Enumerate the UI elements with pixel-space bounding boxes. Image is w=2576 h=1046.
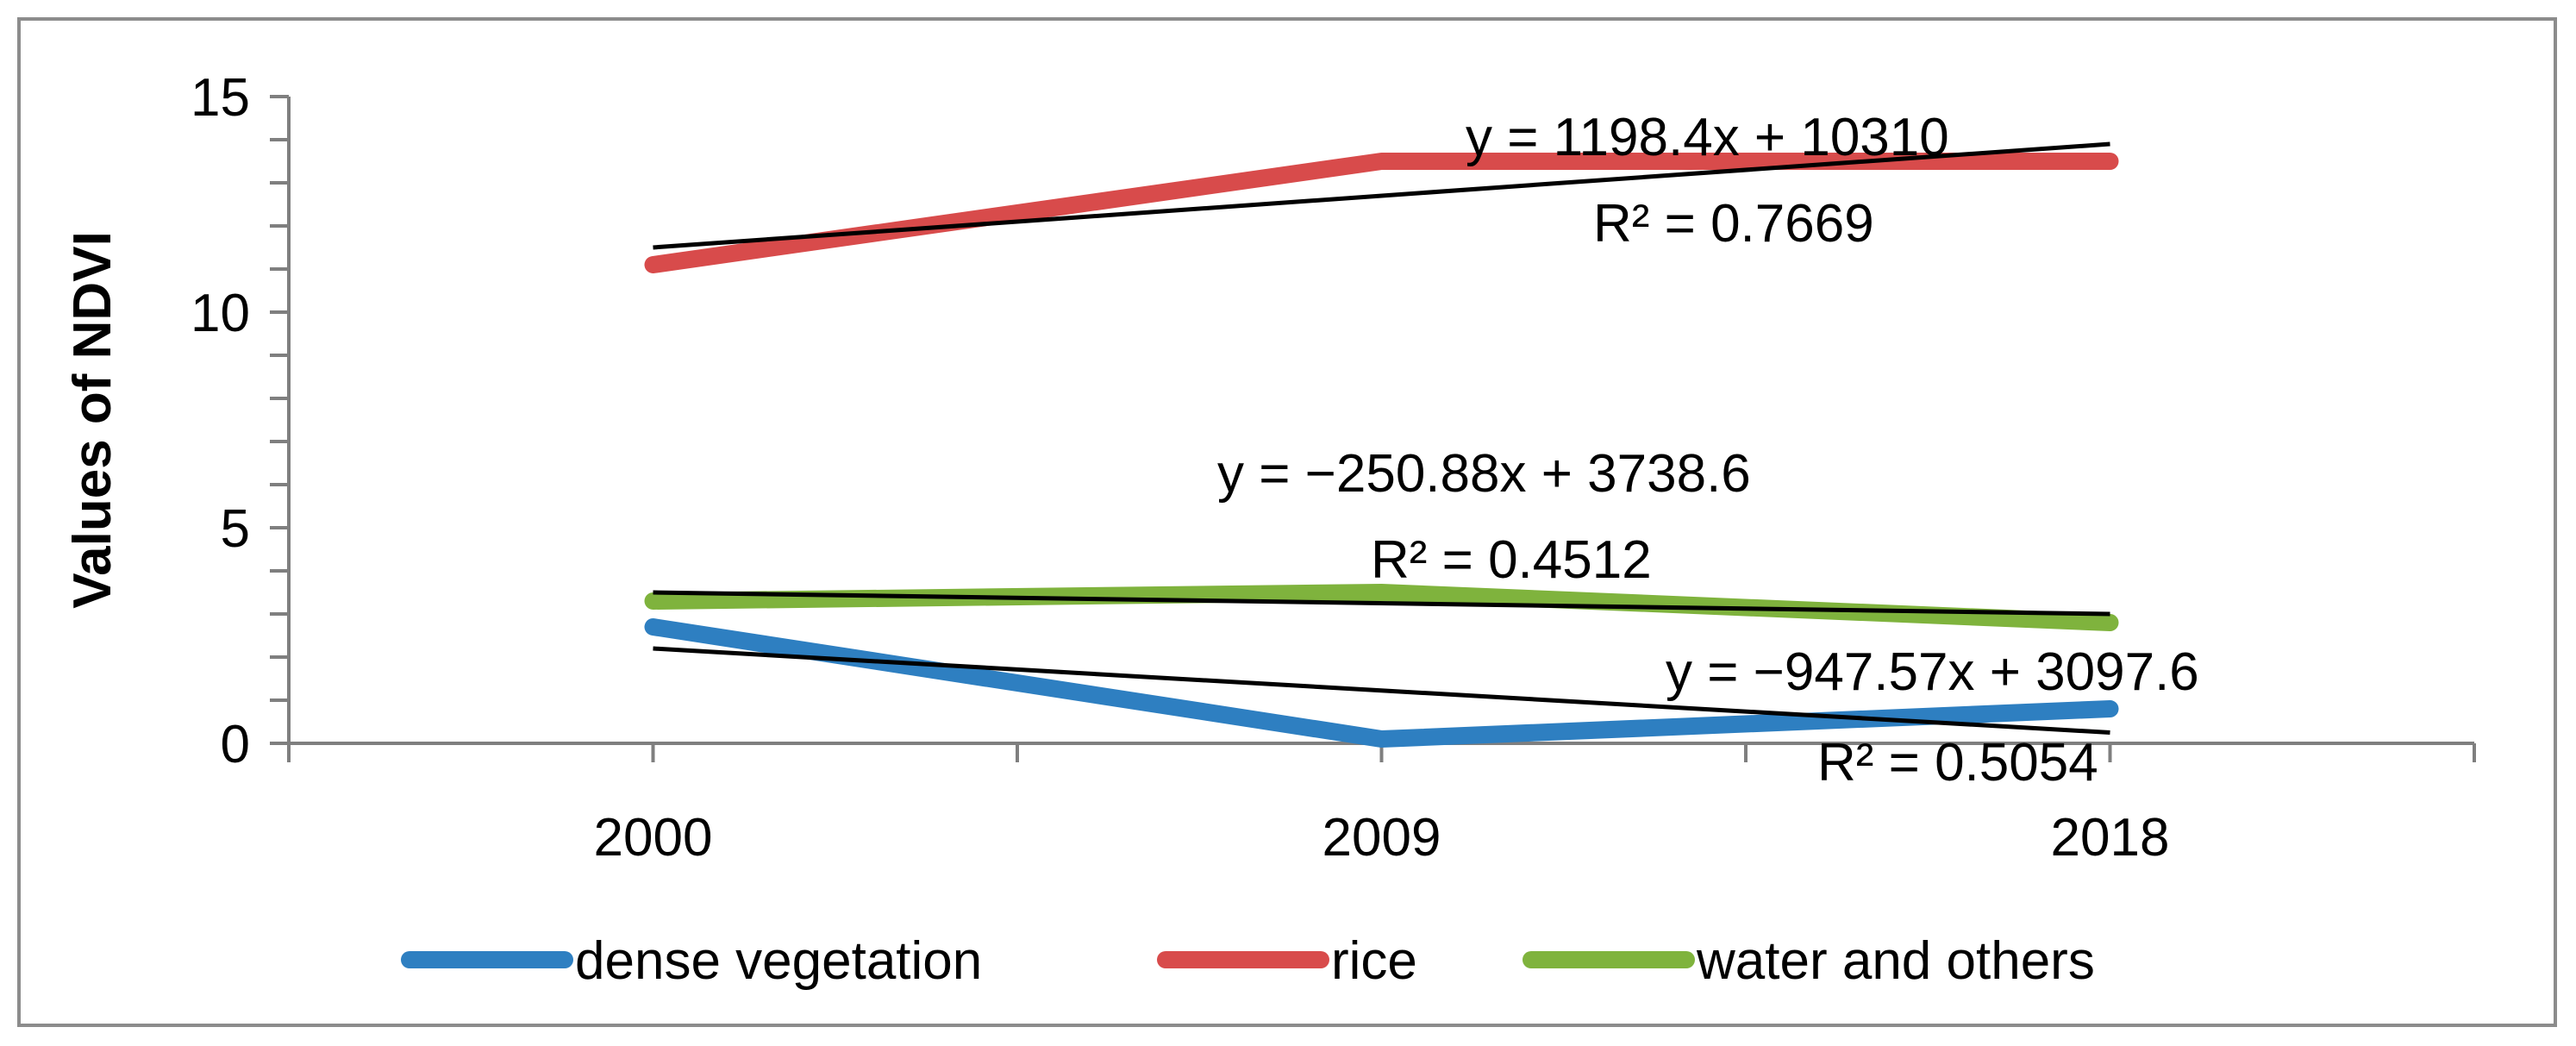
y-axis-ticks (270, 95, 289, 745)
chart-frame (17, 17, 2557, 1027)
water-r2-label: R² = 0.4512 (1371, 530, 1652, 590)
legend: dense vegetation rice water and others (401, 931, 2095, 991)
dense-vegetation-equation-label: y = −947.57x + 3097.6 (1666, 642, 2199, 702)
x-axis-ticks (287, 743, 2476, 762)
legend-label-dense-vegetation: dense vegetation (575, 931, 982, 991)
y-axis-title: Values of NDVI (63, 231, 122, 609)
water-equation-label: y = −250.88x + 3738.6 (1217, 444, 1751, 504)
y-tick-label: 10 (191, 284, 250, 343)
y-axis-tick-labels: 0 5 10 15 (191, 68, 250, 774)
trendline-rice (653, 141, 2110, 250)
dense-vegetation-r2-label: R² = 0.5054 (1817, 733, 2098, 792)
trend-lines (653, 141, 2110, 735)
x-axis-tick-labels: 2000 2009 2018 (594, 808, 2170, 867)
y-tick-label: 5 (221, 499, 250, 559)
legend-label-rice: rice (1331, 931, 1417, 991)
rice-r2-label: R² = 0.7669 (1593, 194, 1874, 254)
rice-equation-label: y = 1198.4x + 10310 (1466, 108, 1949, 167)
legend-label-water-and-others: water and others (1696, 931, 2095, 991)
trendline-water-and-others (653, 590, 2110, 617)
x-tick-label: 2009 (1322, 808, 1441, 867)
trendline-dense-vegetation (653, 646, 2110, 735)
y-tick-label: 0 (221, 715, 250, 774)
x-tick-label: 2000 (594, 808, 713, 867)
y-tick-label: 15 (191, 68, 250, 128)
x-tick-label: 2018 (2051, 808, 2170, 867)
series-line-rice (644, 153, 2119, 273)
